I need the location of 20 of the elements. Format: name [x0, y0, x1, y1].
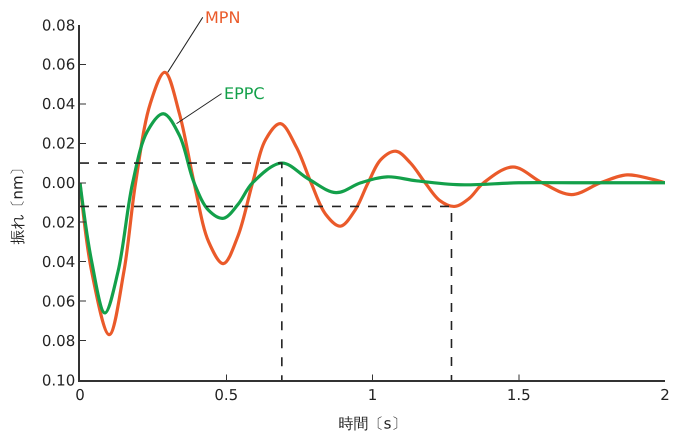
y-tick-label: 0.08 — [42, 16, 76, 34]
y-tick-label: 0.04 — [42, 252, 76, 271]
annotation: EPPC — [224, 84, 265, 103]
y-tick-label: 0.00 — [42, 174, 76, 192]
y-tick-label: 0.08 — [42, 332, 76, 350]
x-axis-title: 時間〔s〕 — [338, 414, 406, 432]
x-tick-label: 0 — [75, 386, 85, 404]
y-tick-label: 0.02 — [42, 134, 76, 153]
y-tick-label: 0.02 — [42, 213, 76, 232]
y-axis-title: 振れ〔nm〕 — [8, 160, 27, 245]
annotation: MPN — [205, 8, 240, 27]
x-tick-label: 1.5 — [506, 386, 531, 404]
y-tick-label: 0.06 — [42, 292, 76, 310]
y-tick-label: 0.10 — [42, 371, 76, 390]
x-tick-label: 1 — [368, 386, 378, 404]
line-series — [80, 112, 665, 315]
y-tick-label: 0.04 — [42, 95, 76, 114]
x-tick-label: 0.5 — [214, 386, 238, 404]
x-tick-label: 2 — [660, 386, 670, 404]
y-tick-label: 0.06 — [42, 56, 76, 74]
